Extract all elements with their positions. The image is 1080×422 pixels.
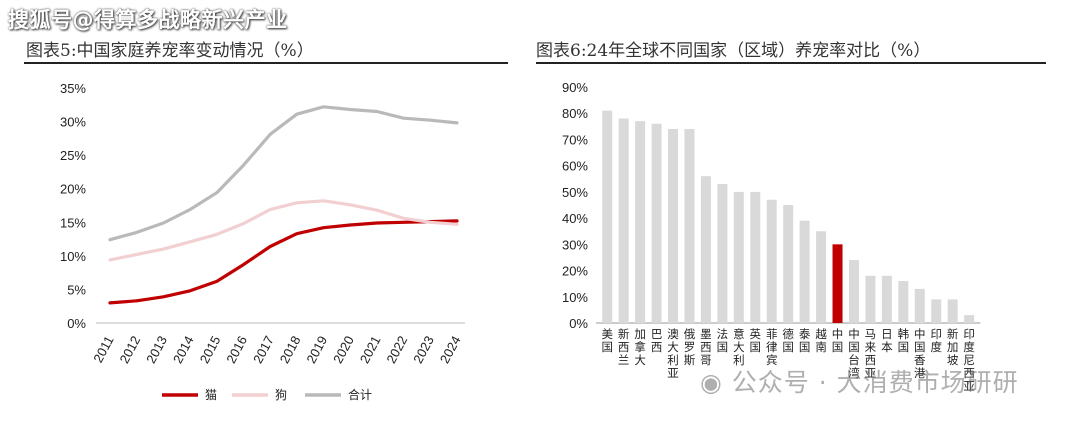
x-tick-label: 2019 [303, 333, 330, 366]
bar [602, 110, 613, 323]
x-tick-label: 2018 [277, 333, 304, 366]
watermark-bottom-text: 公众号 · 大消费市场研研 [731, 368, 1019, 397]
x-tick-label: 2016 [223, 333, 250, 366]
y-tick-label: 10% [60, 249, 86, 264]
x-category-label: 中国 [832, 327, 844, 354]
x-tick-label: 2022 [383, 333, 410, 366]
bar [668, 128, 679, 323]
bar-chart-title-rule [536, 62, 1046, 64]
x-tick-label: 2011 [90, 333, 116, 365]
x-category-label: 韩国 [898, 327, 910, 354]
bar [931, 299, 942, 323]
y-tick-label: 15% [60, 215, 86, 230]
x-category-label: 印度 [930, 327, 942, 354]
bar [947, 299, 958, 323]
y-tick-label: 30% [562, 237, 588, 252]
bar [684, 128, 695, 323]
x-tick-label: 2020 [330, 333, 357, 366]
x-tick-label: 2023 [410, 333, 437, 366]
bar [848, 260, 859, 323]
x-category-label: 越南 [815, 327, 827, 354]
bar [750, 191, 761, 323]
x-category-label: 加拿大 [634, 327, 646, 367]
x-category-label: 中国香港 [914, 327, 926, 380]
wechat-icon: ◉ [700, 368, 723, 397]
y-tick-label: 20% [60, 182, 86, 197]
x-category-label: 印度尼西亚 [963, 327, 975, 393]
x-category-label: 新加坡 [947, 327, 959, 367]
y-tick-label: 50% [562, 185, 588, 200]
y-tick-label: 0% [569, 316, 588, 331]
legend-label: 狗 [275, 388, 287, 402]
y-tick-label: 35% [60, 81, 86, 96]
y-tick-label: 90% [562, 80, 588, 95]
y-tick-label: 5% [67, 282, 86, 297]
x-tick-label: 2013 [143, 333, 170, 366]
x-category-label: 新西兰 [618, 327, 630, 367]
x-category-label: 意大利 [733, 327, 745, 367]
x-category-label: 法国 [717, 327, 729, 354]
legend-label: 合计 [348, 387, 372, 402]
watermark-bottom: ◉ 公众号 · 大消费市场研研 [700, 363, 1019, 399]
y-tick-label: 20% [562, 264, 588, 279]
x-category-label: 马来西亚 [865, 327, 877, 380]
y-tick-label: 60% [562, 159, 588, 174]
x-category-label: 俄罗斯 [684, 327, 696, 367]
bar [700, 176, 711, 323]
x-tick-label: 2014 [170, 333, 197, 366]
bar-chart-title: 图表6:24年全球不同国家（区域）养宠率对比（%） [536, 41, 931, 61]
x-category-label: 墨西哥 [700, 327, 712, 367]
bar [865, 275, 876, 323]
x-category-label: 中国台湾 [848, 327, 860, 380]
bar [914, 288, 925, 323]
bar [832, 244, 843, 323]
bar [618, 118, 629, 323]
series-line-2 [108, 199, 459, 262]
y-tick-label: 0% [67, 316, 86, 331]
series-line-3 [108, 105, 459, 242]
bar [783, 205, 794, 323]
y-tick-label: 80% [562, 106, 588, 121]
bar [651, 123, 662, 323]
bar [881, 275, 892, 323]
bar [766, 199, 777, 323]
bar [635, 121, 646, 323]
x-tick-label: 2021 [357, 333, 384, 366]
bar [799, 220, 810, 323]
y-tick-label: 25% [60, 148, 86, 163]
x-tick-label: 2012 [117, 333, 144, 366]
y-tick-label: 10% [562, 290, 588, 305]
x-category-label: 英国 [750, 327, 762, 354]
line-chart-title-rule [24, 62, 508, 64]
x-category-label: 菲律宾 [766, 327, 778, 367]
series-line-1 [108, 219, 459, 305]
bar [733, 191, 744, 323]
legend-label: 猫 [205, 388, 217, 402]
x-category-label: 巴西 [651, 327, 663, 354]
y-tick-label: 30% [60, 115, 86, 130]
watermark-top: 搜狐号@得算多战略新兴产业 [8, 8, 288, 32]
x-category-label: 德国 [782, 327, 794, 354]
x-category-label: 美国 [601, 327, 613, 354]
bar [964, 315, 975, 323]
x-category-label: 日本 [881, 327, 893, 354]
x-tick-label: 2017 [250, 333, 277, 366]
y-tick-label: 70% [562, 132, 588, 147]
x-tick-label: 2015 [197, 333, 224, 366]
x-tick-label: 2024 [437, 333, 464, 366]
y-tick-label: 40% [562, 211, 588, 226]
x-category-label: 泰国 [799, 327, 811, 354]
bar [816, 231, 827, 323]
x-category-label: 澳大利亚 [667, 327, 679, 380]
bar [717, 184, 728, 323]
line-chart-title: 图表5:中国家庭养宠率变动情况（%） [26, 41, 314, 61]
bar [898, 281, 909, 323]
